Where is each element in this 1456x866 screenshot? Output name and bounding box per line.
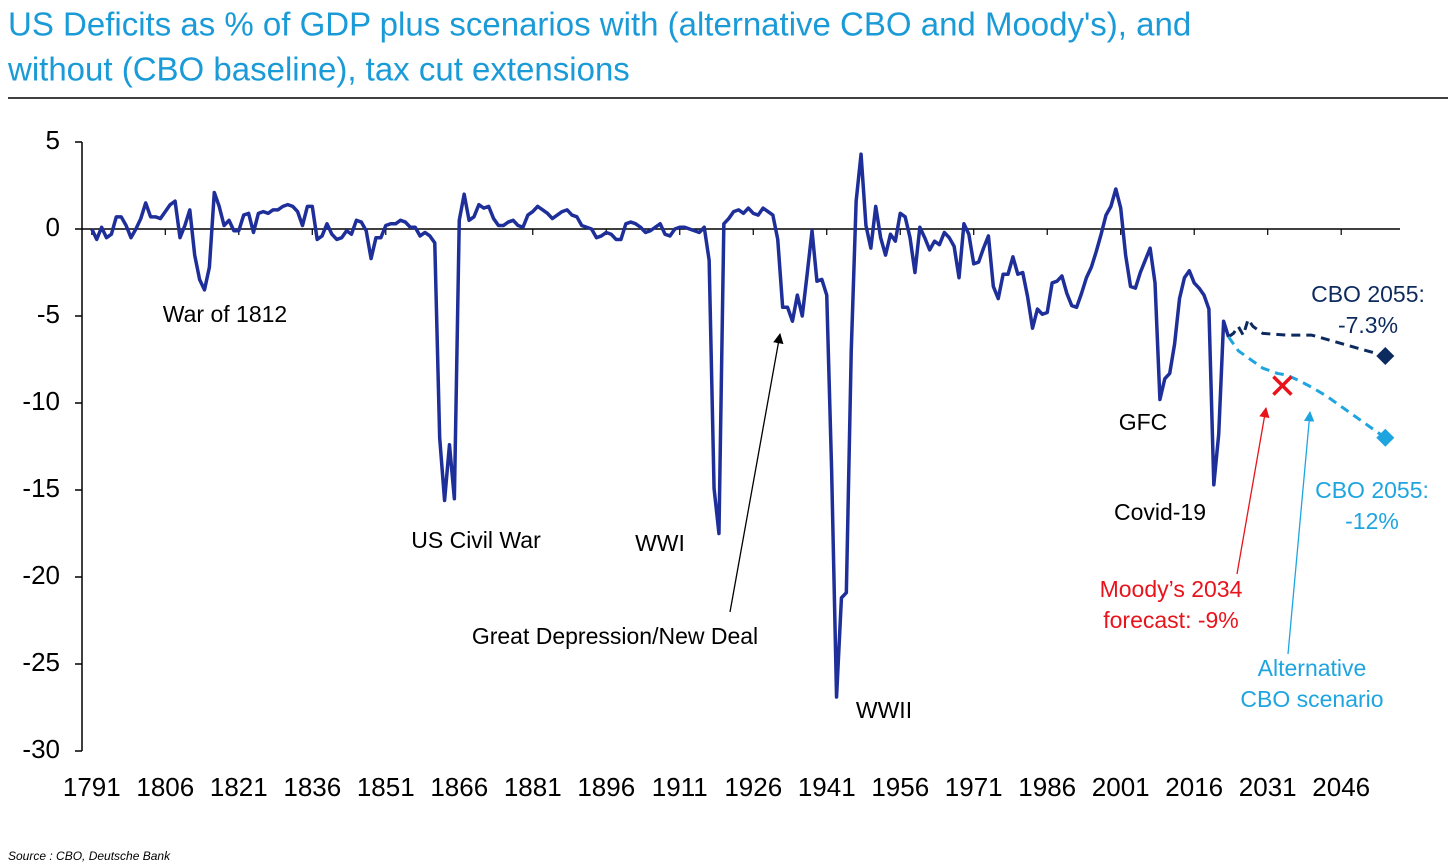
y-tick-label: -20 [22,560,60,590]
arrow [729,332,784,613]
annotation: -7.3% [1338,312,1398,338]
chart-title: US Deficits as % of GDP plus scenarios w… [8,6,1191,43]
series-line [1227,336,1387,440]
source: Source : CBO, Deutsche Bank [8,849,171,863]
annotation: forecast: -9% [1103,607,1239,633]
annotation: GFC [1119,409,1168,435]
x-tick-label: 1941 [798,772,856,802]
x-tick-label: 1926 [724,772,782,802]
annotation: WWI [635,530,685,556]
series-line [1227,317,1386,358]
x-tick-label: 1866 [430,772,488,802]
y-tick-label: -5 [37,299,60,329]
x-tick-label: 1956 [871,772,929,802]
annotation: WWII [856,697,912,723]
y-tick-label: -30 [22,734,60,764]
x-tick-label: 2046 [1312,772,1370,802]
x-tick-label: 1791 [63,772,121,802]
x-tick-label: 1896 [577,772,635,802]
chart-title: without (CBO baseline), tax cut extensio… [7,51,630,88]
y-tick-label: 0 [46,212,60,242]
end-marker [1376,428,1395,447]
annotation: War of 1812 [163,301,287,327]
y-tick-label: -10 [22,386,60,416]
x-tick-label: 1851 [357,772,415,802]
point-marker [1272,375,1293,396]
x-tick-label: 1881 [504,772,562,802]
series-line [90,152,1231,699]
x-tick-label: 2001 [1092,772,1150,802]
y-tick-label: -15 [22,473,60,503]
y-tick-label: 5 [46,125,60,155]
annotation: CBO 2055: [1315,477,1429,503]
x-tick-label: 1911 [652,772,708,802]
annotation: Covid-19 [1114,499,1206,525]
x-tick-label: 1806 [136,772,194,802]
annotation: -12% [1345,508,1399,534]
x-tick-label: 2031 [1239,772,1297,802]
x-tick-label: 1971 [945,772,1003,802]
end-marker [1376,347,1395,366]
x-tick-label: 1986 [1018,772,1076,802]
annotation: CBO scenario [1240,686,1383,712]
annotation: CBO 2055: [1311,281,1425,307]
annotation: US Civil War [411,527,541,553]
y-tick-label: -25 [22,647,60,677]
annotation: Moody’s 2034 [1100,576,1243,602]
annotation: Alternative [1258,655,1367,681]
x-tick-label: 1821 [210,772,268,802]
arrow [1287,410,1315,655]
annotation: Great Depression/New Deal [472,623,758,649]
x-tick-label: 2016 [1165,772,1223,802]
x-tick-label: 1836 [283,772,341,802]
arrow [1236,406,1270,575]
